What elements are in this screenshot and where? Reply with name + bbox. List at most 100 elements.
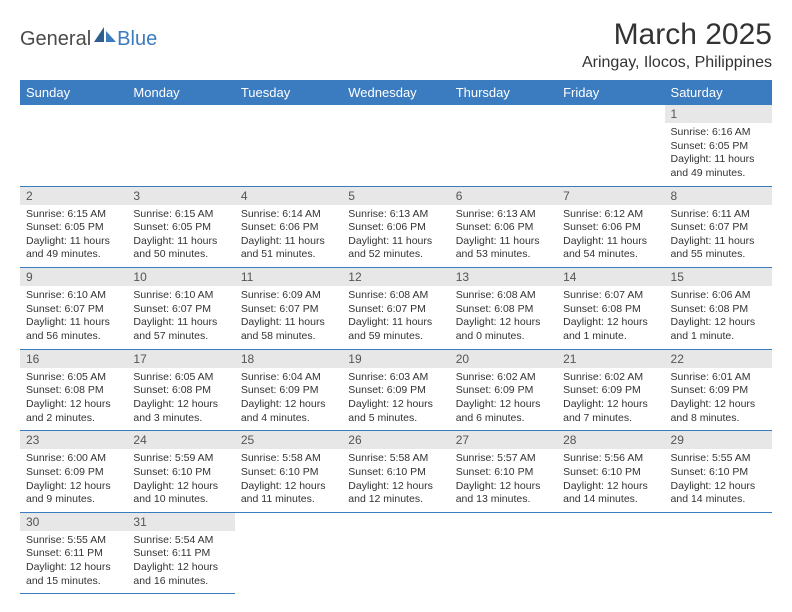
empty-cell — [20, 105, 127, 163]
calendar-cell — [450, 105, 557, 186]
day-number: 11 — [235, 268, 342, 286]
sunset-text: Sunset: 6:11 PM — [133, 547, 228, 561]
sunrise-text: Sunrise: 6:01 AM — [671, 371, 766, 385]
daylight-text: Daylight: 12 hours and 15 minutes. — [26, 561, 121, 588]
sunrise-text: Sunrise: 6:13 AM — [348, 208, 443, 222]
daylight-text: Daylight: 11 hours and 59 minutes. — [348, 316, 443, 343]
sunset-text: Sunset: 6:10 PM — [563, 466, 658, 480]
calendar-cell: 15Sunrise: 6:06 AMSunset: 6:08 PMDayligh… — [665, 268, 772, 350]
calendar-cell: 30Sunrise: 5:55 AMSunset: 6:11 PMDayligh… — [20, 512, 127, 594]
calendar-cell: 3Sunrise: 6:15 AMSunset: 6:05 PMDaylight… — [127, 186, 234, 268]
day-number: 22 — [665, 350, 772, 368]
calendar-cell: 20Sunrise: 6:02 AMSunset: 6:09 PMDayligh… — [450, 349, 557, 431]
sunset-text: Sunset: 6:07 PM — [26, 303, 121, 317]
calendar-cell — [665, 512, 772, 594]
day-header: Wednesday — [342, 80, 449, 105]
calendar-cell: 29Sunrise: 5:55 AMSunset: 6:10 PMDayligh… — [665, 431, 772, 513]
calendar-cell — [557, 512, 664, 594]
day-details: Sunrise: 5:59 AMSunset: 6:10 PMDaylight:… — [127, 449, 234, 512]
daylight-text: Daylight: 12 hours and 5 minutes. — [348, 398, 443, 425]
day-number: 19 — [342, 350, 449, 368]
daylight-text: Daylight: 11 hours and 55 minutes. — [671, 235, 766, 262]
sunset-text: Sunset: 6:08 PM — [671, 303, 766, 317]
calendar-cell: 12Sunrise: 6:08 AMSunset: 6:07 PMDayligh… — [342, 268, 449, 350]
sunrise-text: Sunrise: 6:07 AM — [563, 289, 658, 303]
daylight-text: Daylight: 12 hours and 12 minutes. — [348, 480, 443, 507]
calendar-week-row: 16Sunrise: 6:05 AMSunset: 6:08 PMDayligh… — [20, 349, 772, 431]
sunset-text: Sunset: 6:05 PM — [671, 140, 766, 154]
calendar-cell: 26Sunrise: 5:58 AMSunset: 6:10 PMDayligh… — [342, 431, 449, 513]
day-number: 5 — [342, 187, 449, 205]
day-number: 24 — [127, 431, 234, 449]
day-details: Sunrise: 6:04 AMSunset: 6:09 PMDaylight:… — [235, 368, 342, 431]
empty-cell — [342, 105, 449, 163]
day-details: Sunrise: 6:02 AMSunset: 6:09 PMDaylight:… — [450, 368, 557, 431]
sunset-text: Sunset: 6:08 PM — [456, 303, 551, 317]
sunset-text: Sunset: 6:07 PM — [241, 303, 336, 317]
sunrise-text: Sunrise: 6:05 AM — [133, 371, 228, 385]
calendar-cell — [342, 512, 449, 594]
sunrise-text: Sunrise: 6:12 AM — [563, 208, 658, 222]
calendar-cell: 24Sunrise: 5:59 AMSunset: 6:10 PMDayligh… — [127, 431, 234, 513]
day-number: 25 — [235, 431, 342, 449]
day-number: 23 — [20, 431, 127, 449]
sunset-text: Sunset: 6:09 PM — [671, 384, 766, 398]
daylight-text: Daylight: 12 hours and 2 minutes. — [26, 398, 121, 425]
calendar-cell: 7Sunrise: 6:12 AMSunset: 6:06 PMDaylight… — [557, 186, 664, 268]
calendar-cell — [20, 105, 127, 186]
day-number: 4 — [235, 187, 342, 205]
calendar-cell: 22Sunrise: 6:01 AMSunset: 6:09 PMDayligh… — [665, 349, 772, 431]
daylight-text: Daylight: 12 hours and 14 minutes. — [671, 480, 766, 507]
day-number: 3 — [127, 187, 234, 205]
daylight-text: Daylight: 11 hours and 53 minutes. — [456, 235, 551, 262]
sunset-text: Sunset: 6:06 PM — [241, 221, 336, 235]
calendar-cell: 25Sunrise: 5:58 AMSunset: 6:10 PMDayligh… — [235, 431, 342, 513]
sunset-text: Sunset: 6:09 PM — [348, 384, 443, 398]
month-title: March 2025 — [582, 18, 772, 52]
brand-sail-icon — [94, 25, 116, 48]
daylight-text: Daylight: 12 hours and 9 minutes. — [26, 480, 121, 507]
day-number: 18 — [235, 350, 342, 368]
daylight-text: Daylight: 12 hours and 0 minutes. — [456, 316, 551, 343]
daylight-text: Daylight: 12 hours and 14 minutes. — [563, 480, 658, 507]
daylight-text: Daylight: 12 hours and 1 minute. — [671, 316, 766, 343]
sunrise-text: Sunrise: 6:14 AM — [241, 208, 336, 222]
day-details: Sunrise: 5:55 AMSunset: 6:10 PMDaylight:… — [665, 449, 772, 512]
sunrise-text: Sunrise: 5:58 AM — [348, 452, 443, 466]
sunrise-text: Sunrise: 5:55 AM — [26, 534, 121, 548]
day-details: Sunrise: 6:13 AMSunset: 6:06 PMDaylight:… — [450, 205, 557, 268]
empty-cell — [450, 513, 557, 571]
sunrise-text: Sunrise: 6:06 AM — [671, 289, 766, 303]
day-header: Monday — [127, 80, 234, 105]
day-number: 20 — [450, 350, 557, 368]
daylight-text: Daylight: 11 hours and 56 minutes. — [26, 316, 121, 343]
sunset-text: Sunset: 6:09 PM — [456, 384, 551, 398]
empty-cell — [342, 513, 449, 571]
sunset-text: Sunset: 6:10 PM — [241, 466, 336, 480]
location-subtitle: Aringay, Ilocos, Philippines — [582, 54, 772, 72]
empty-cell — [557, 513, 664, 571]
day-number: 21 — [557, 350, 664, 368]
day-number: 16 — [20, 350, 127, 368]
sunrise-text: Sunrise: 6:15 AM — [26, 208, 121, 222]
sunrise-text: Sunrise: 5:58 AM — [241, 452, 336, 466]
day-number: 28 — [557, 431, 664, 449]
sunrise-text: Sunrise: 5:57 AM — [456, 452, 551, 466]
day-header: Sunday — [20, 80, 127, 105]
daylight-text: Daylight: 12 hours and 7 minutes. — [563, 398, 658, 425]
day-number: 8 — [665, 187, 772, 205]
sunrise-text: Sunrise: 6:10 AM — [133, 289, 228, 303]
sunrise-text: Sunrise: 6:09 AM — [241, 289, 336, 303]
day-details: Sunrise: 6:12 AMSunset: 6:06 PMDaylight:… — [557, 205, 664, 268]
day-number: 1 — [665, 105, 772, 123]
brand-logo: General Blue — [20, 28, 157, 51]
day-details: Sunrise: 6:16 AMSunset: 6:05 PMDaylight:… — [665, 123, 772, 186]
daylight-text: Daylight: 11 hours and 52 minutes. — [348, 235, 443, 262]
daylight-text: Daylight: 11 hours and 49 minutes. — [26, 235, 121, 262]
day-details: Sunrise: 6:13 AMSunset: 6:06 PMDaylight:… — [342, 205, 449, 268]
day-number: 29 — [665, 431, 772, 449]
calendar-week-row: 2Sunrise: 6:15 AMSunset: 6:05 PMDaylight… — [20, 186, 772, 268]
calendar-table: Sunday Monday Tuesday Wednesday Thursday… — [20, 80, 772, 594]
sunset-text: Sunset: 6:11 PM — [26, 547, 121, 561]
empty-cell — [557, 105, 664, 163]
